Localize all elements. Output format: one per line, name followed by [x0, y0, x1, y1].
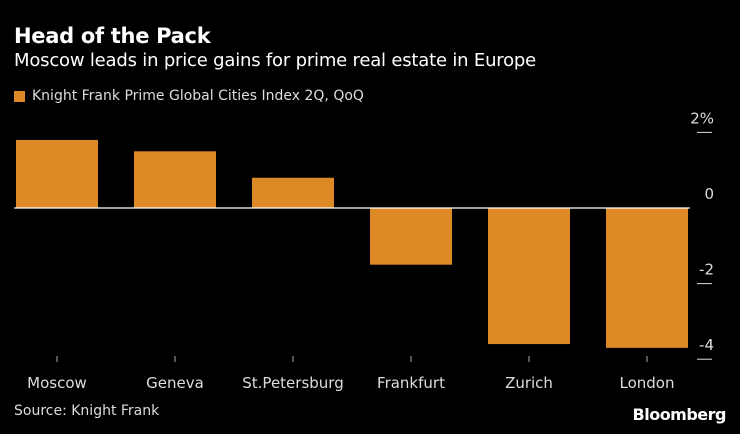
bar-stpetersburg [252, 177, 334, 208]
x-tick-label: Frankfurt [377, 374, 445, 392]
bloomberg-logo: Bloomberg [632, 405, 727, 424]
x-tick-label: St.Petersburg [242, 374, 343, 392]
legend: Knight Frank Prime Global Cities Index 2… [14, 88, 364, 104]
bar-frankfurt [370, 208, 452, 265]
source-note: Source: Knight Frank [14, 403, 160, 419]
x-tick-label: Geneva [146, 374, 204, 392]
y-tick-label: 2% [690, 109, 714, 127]
legend-label: Knight Frank Prime Global Cities Index 2… [32, 88, 364, 104]
x-tick-label: Moscow [27, 374, 87, 392]
legend-swatch [14, 90, 25, 102]
bar-moscow [16, 139, 98, 208]
bar-zurich [488, 208, 570, 345]
y-tick-label: 0 [704, 185, 714, 203]
y-tick-label: -2 [699, 261, 714, 279]
bar-geneva [134, 151, 216, 208]
chart-title: Head of the Pack [14, 24, 211, 48]
x-tick-label: London [620, 374, 675, 392]
chart-subtitle: Moscow leads in price gains for prime re… [14, 50, 537, 71]
x-tick-label: Zurich [505, 374, 553, 392]
bar-london [606, 208, 688, 348]
y-tick-label: -4 [699, 336, 714, 354]
